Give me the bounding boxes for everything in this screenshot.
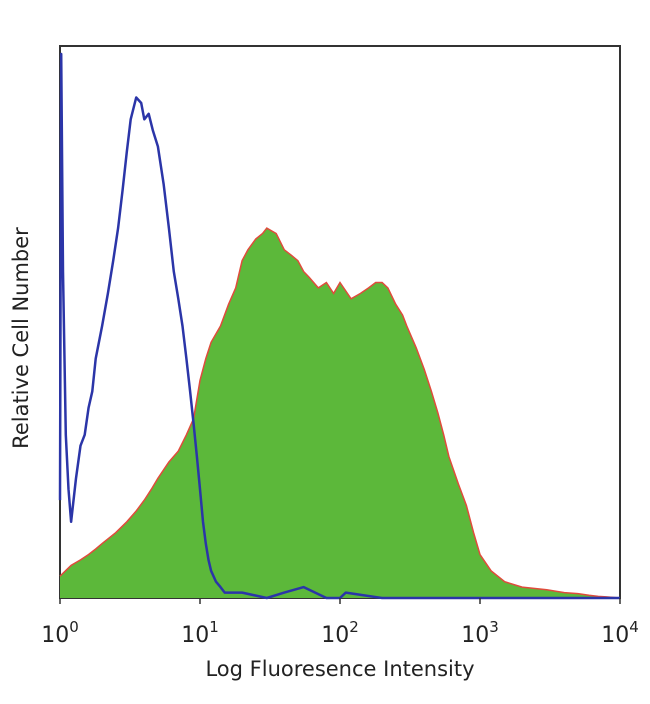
stained-histogram-edge xyxy=(59,227,621,599)
x-tick-label: 104 xyxy=(601,618,639,648)
x-tick-label: 103 xyxy=(461,618,499,648)
x-tick-layer: 100 101 102 103 104 xyxy=(41,598,639,648)
control-histogram-line xyxy=(58,52,620,600)
y-axis-label: Relative Cell Number xyxy=(9,227,33,449)
x-tick-label: 101 xyxy=(181,618,219,648)
series-layer xyxy=(58,52,621,600)
x-tick-label: 102 xyxy=(321,618,359,648)
x-axis-label: Log Fluoresence Intensity xyxy=(205,657,474,681)
stained-histogram-fill xyxy=(60,228,620,598)
x-tick-label: 100 xyxy=(41,618,79,648)
